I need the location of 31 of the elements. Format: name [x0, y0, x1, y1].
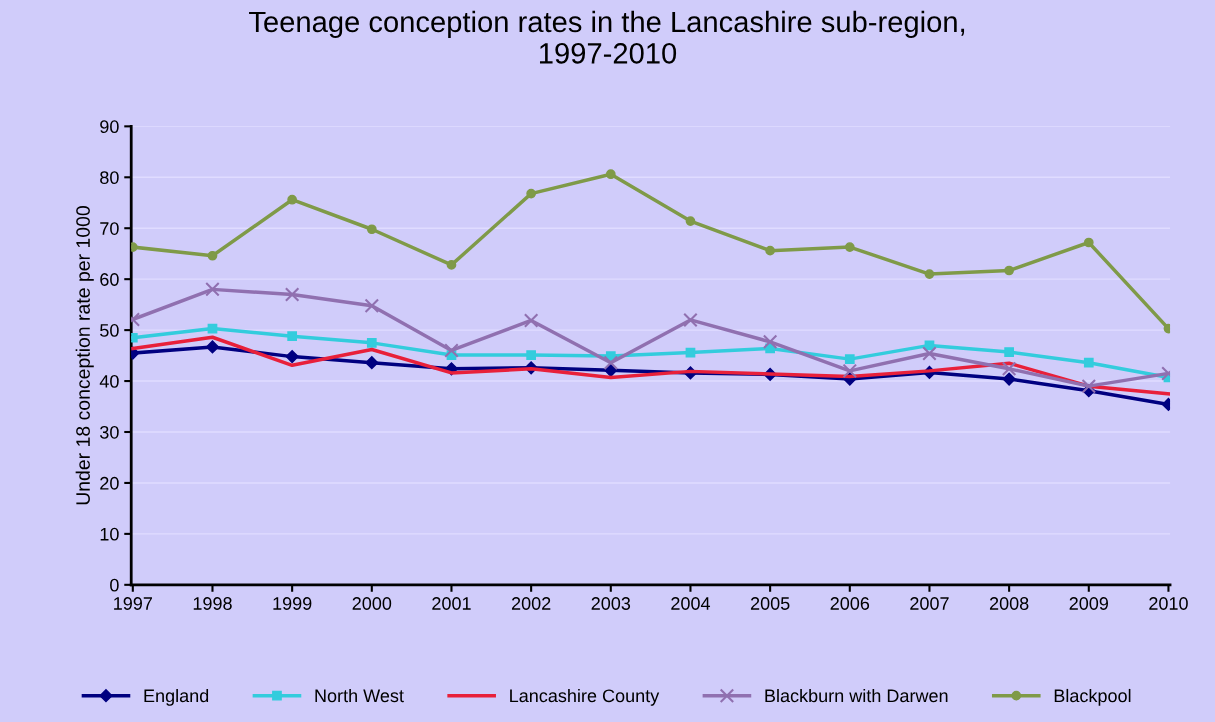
y-tick-label: 0	[110, 578, 119, 592]
y-tick-label: 20	[100, 476, 119, 490]
x-tick-label: 2010	[1149, 597, 1188, 610]
x-tick-label: 2005	[750, 597, 790, 610]
x-tick-label: 2004	[671, 597, 711, 610]
legend-label: Blackburn with Darwen	[765, 688, 948, 703]
legend-label: Blackpool	[1054, 688, 1131, 706]
x-tick-label: 1997	[114, 597, 152, 610]
legend-label: Lancashire County	[510, 688, 660, 706]
y-axis-title: Under 18 conception rate per 1000	[75, 206, 94, 505]
y-tick-label: 40	[99, 374, 119, 388]
y-tick-label: 70	[100, 222, 119, 235]
y-tick-label: 30	[100, 425, 119, 439]
y-tick-label: 80	[100, 171, 119, 185]
x-tick-label: 2009	[1069, 597, 1109, 610]
chart-title: Teenage conception rates in the Lancashire sub-region, 1997-2010	[249, 10, 965, 64]
x-tick-label: 1999	[273, 597, 312, 610]
y-tick-label: 60	[100, 273, 119, 286]
x-tick-label: 2008	[989, 597, 1029, 610]
x-tick-label: 2003	[591, 597, 631, 610]
x-tick-label: 2006	[830, 597, 870, 610]
x-tick-label: 2002	[511, 597, 551, 610]
y-tick-label: 50	[100, 324, 119, 337]
legend-label: England	[144, 688, 209, 706]
legend-label: North West	[315, 688, 404, 703]
x-tick-label: 2007	[910, 597, 949, 610]
x-tick-label: 2000	[352, 597, 392, 610]
y-tick-label: 10	[100, 527, 119, 541]
x-tick-label: 1998	[193, 597, 232, 610]
x-tick-label: 2001	[432, 597, 471, 610]
y-tick-label: 90	[100, 120, 119, 134]
